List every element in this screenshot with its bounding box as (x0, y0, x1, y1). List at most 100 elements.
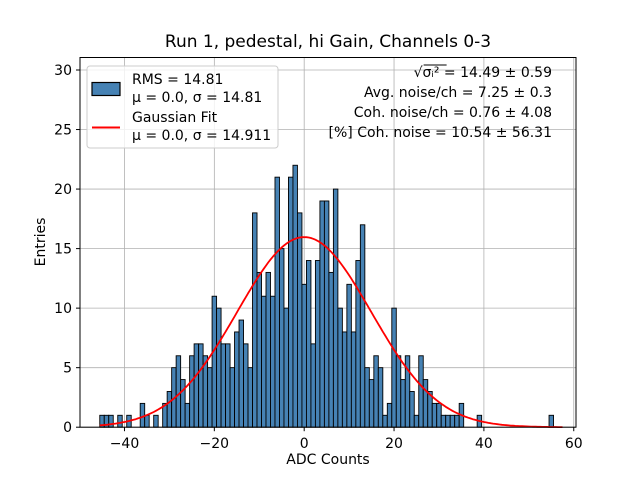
legend: RMS = 14.81 μ = 0.0, σ = 14.81 Gaussian … (86, 65, 279, 149)
histogram-bar (305, 260, 312, 428)
histogram-bar (117, 414, 123, 428)
histogram-bar (359, 224, 366, 428)
legend-label-gaussian-fit: Gaussian Fit (132, 110, 218, 126)
histogram-bar (373, 355, 379, 428)
histogram-bar (292, 164, 298, 428)
histogram-bar (337, 307, 343, 428)
histogram-bar (288, 176, 294, 428)
histogram-bar (319, 200, 325, 428)
annotation-sqrt-sigma: √σᵢ² = 14.49 ± 0.59 (414, 65, 552, 81)
gaussian-fit (99, 236, 563, 429)
histogram-bar (382, 414, 388, 428)
histogram-bar (193, 343, 200, 428)
x-tick-label: −20 (200, 436, 230, 452)
histogram-bar (238, 319, 244, 428)
histogram-bar (180, 379, 186, 428)
histogram-bar (314, 260, 321, 428)
histogram-bar (368, 379, 375, 428)
histogram-bar (274, 176, 280, 428)
y-tick-label: 5 (63, 361, 72, 377)
annotation-avg-noise: Avg. noise/ch = 7.25 ± 0.3 (364, 85, 552, 101)
histogram-bar (296, 212, 303, 428)
histogram-bar (184, 402, 191, 428)
histogram-bar (247, 367, 253, 428)
histogram-bar (229, 367, 236, 428)
histogram-bar (386, 402, 393, 428)
y-tick-label: 25 (54, 123, 72, 139)
histogram-bar (440, 414, 447, 428)
y-tick-label: 15 (54, 242, 72, 258)
histogram-bar (279, 248, 285, 428)
histogram-bar (261, 295, 267, 428)
axes (76, 57, 577, 432)
histogram-bar (413, 414, 420, 428)
histogram-bar (216, 307, 222, 428)
histogram-bar (418, 355, 424, 428)
histogram-bar (548, 414, 554, 428)
gaussian-fit-curve (99, 236, 563, 429)
histogram-bar (323, 200, 330, 428)
histogram-bar (328, 271, 334, 428)
histogram-bar (422, 379, 429, 428)
y-tick-label: 30 (54, 63, 72, 79)
y-axis-label: Entries (33, 218, 49, 267)
histogram-bar (225, 343, 231, 428)
histogram-bar (211, 295, 218, 428)
histogram-bar (431, 402, 438, 428)
histogram-bar (252, 212, 258, 428)
histogram-bar (175, 355, 182, 428)
histogram-bars (99, 164, 554, 428)
x-tick-label: 60 (565, 436, 583, 452)
histogram-bar (310, 343, 316, 428)
histogram-bar (350, 331, 357, 428)
histogram-bar (391, 307, 397, 428)
stats-annotations: √σᵢ² = 14.49 ± 0.59 Avg. noise/ch = 7.25… (329, 64, 552, 141)
histogram-bar (283, 307, 289, 428)
chart-title: Run 1, pedestal, hi Gain, Channels 0-3 (165, 32, 491, 52)
histogram-bar (198, 343, 204, 428)
legend-label-rms: RMS = 14.81 (132, 72, 223, 88)
histogram-bar (395, 355, 402, 428)
x-tick-label: 0 (300, 436, 309, 452)
histogram-bar (400, 379, 406, 428)
legend-label-hist-musigma: μ = 0.0, σ = 14.81 (132, 90, 262, 106)
histogram-bar (144, 414, 150, 428)
histogram-bar (377, 367, 384, 428)
histogram-bar (332, 188, 339, 428)
legend-label-fit-musigma: μ = 0.0, σ = 14.911 (132, 128, 271, 144)
histogram-bar (301, 283, 307, 428)
histogram-bar (243, 343, 249, 428)
histogram-bar (220, 343, 227, 428)
histogram-bar (166, 391, 173, 428)
histogram-bar (153, 414, 159, 428)
histogram-bar (436, 402, 442, 428)
histogram-bar (207, 367, 213, 428)
histogram-bar (139, 402, 146, 428)
y-tick-label: 10 (54, 301, 72, 317)
histogram-bar (189, 355, 195, 428)
histogram-bar (341, 331, 348, 428)
histogram-bar (409, 391, 415, 428)
histogram-bar (270, 295, 276, 428)
legend-histogram-swatch (91, 81, 121, 97)
plot-border (79, 57, 577, 428)
histogram-bar (108, 414, 114, 428)
histogram-bar (449, 414, 456, 428)
histogram-bar (256, 271, 262, 428)
histogram-bar (265, 271, 271, 428)
x-tick-label: 20 (385, 436, 403, 452)
histogram-bar (234, 331, 240, 428)
y-tick-label: 0 (63, 420, 72, 436)
histogram-bar (346, 283, 352, 428)
histogram-bar (364, 367, 370, 428)
annotation-pct-coh-noise: [%] Coh. noise = 10.54 ± 56.31 (329, 125, 552, 141)
legend-box (86, 65, 279, 149)
x-axis-label: ADC Counts (286, 452, 369, 468)
annotation-coh-noise: Coh. noise/ch = 0.76 ± 4.08 (354, 105, 552, 121)
y-tick-label: 20 (54, 182, 72, 198)
x-tick-label: −40 (110, 436, 140, 452)
histogram-bar (445, 414, 451, 428)
tick-labels: −40 −20 0 20 40 60 0 5 10 15 20 25 30 (54, 63, 582, 452)
